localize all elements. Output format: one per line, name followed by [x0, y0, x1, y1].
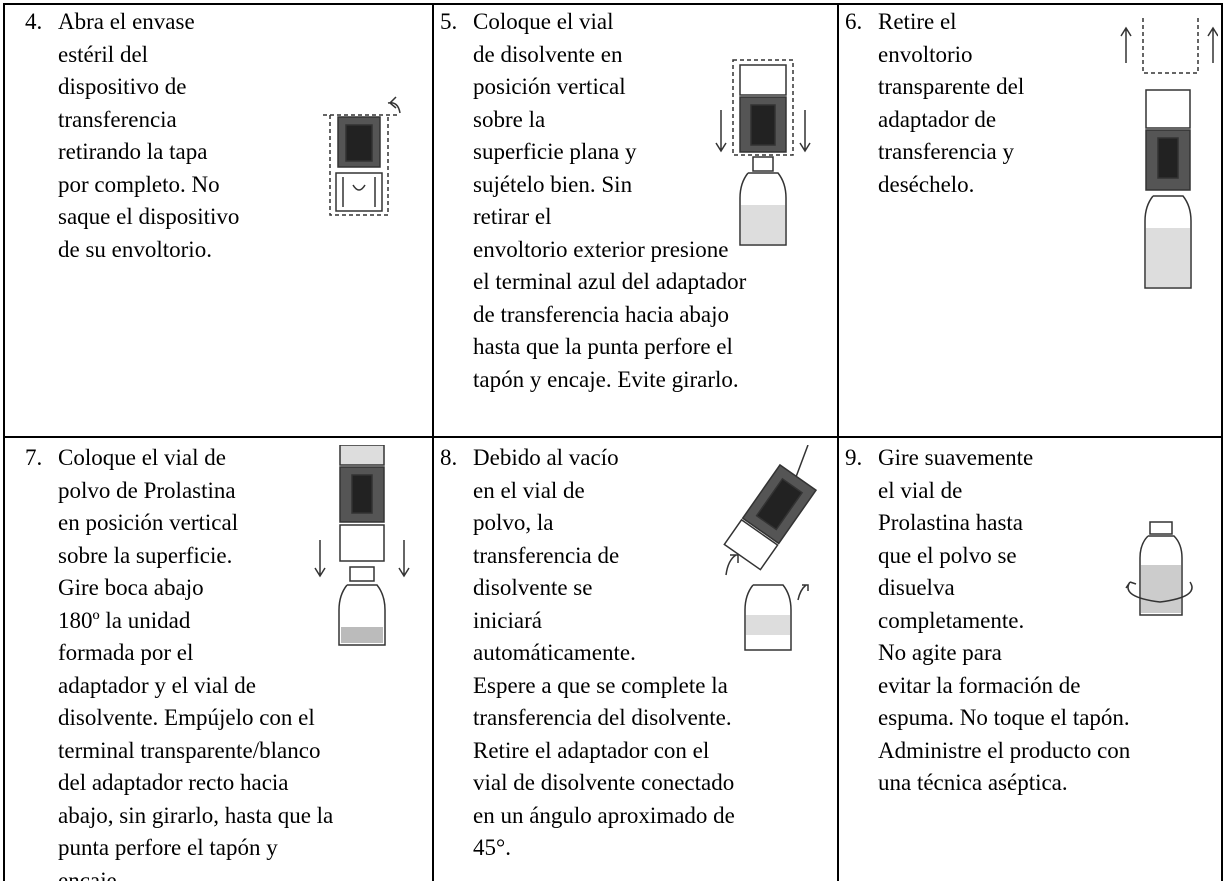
step-text: transferencia del disolvente.	[473, 705, 732, 730]
step-text: de disolvente en	[473, 41, 623, 67]
step-text: de su envoltorio.	[58, 236, 212, 262]
illustration	[314, 445, 410, 646]
step-text: el terminal azul del adaptador	[473, 269, 747, 294]
step-text: Retire el	[878, 9, 957, 34]
step-text: envoltorio exterior presione	[473, 236, 729, 262]
step-text: transferencia y	[878, 139, 1015, 164]
step-number: 8.	[440, 445, 458, 470]
step-text: espuma. No toque el tapón.	[878, 705, 1130, 730]
step-text: polvo, la	[473, 510, 554, 535]
step-text: hasta que la punta perfore el	[473, 334, 733, 359]
illustration	[1120, 18, 1218, 289]
step-text: transparente del	[878, 74, 1025, 99]
step-text: transferencia	[58, 106, 177, 132]
step-text: retirando la tapa	[58, 139, 208, 164]
step-text: automáticamente.	[473, 640, 636, 665]
illustration	[723, 445, 818, 651]
step-text: Prolastina hasta	[878, 510, 1023, 535]
illustration	[323, 96, 401, 216]
step-text: abajo, sin girarlo, hasta que la	[58, 802, 334, 828]
step-text: Espere a que se complete la	[473, 672, 728, 698]
step-text: estéril del	[58, 41, 149, 67]
step-number: 4.	[25, 9, 43, 34]
step-text: sujételo bien. Sin	[473, 171, 633, 197]
step-text: adaptador y el vial de	[58, 672, 256, 698]
step-text: deséchelo.	[878, 171, 975, 197]
step-text: saque el dispositivo	[58, 204, 240, 229]
step-text: terminal transparente/blanco	[58, 737, 321, 763]
step-text: el vial de	[878, 477, 963, 503]
border	[432, 3, 434, 881]
step-text: Abra el envase	[58, 9, 195, 34]
step-text: una técnica aséptica.	[878, 770, 1068, 795]
step-text: disolvente. Empújelo con el	[58, 705, 315, 730]
step-text: formada por el	[58, 640, 194, 665]
border	[1221, 3, 1223, 881]
border	[3, 3, 5, 881]
step-number: 7.	[25, 445, 43, 470]
illustration	[715, 59, 811, 246]
step-text: Gire boca abajo	[58, 575, 204, 600]
step-text: en el vial de	[473, 477, 585, 503]
step-text: de transferencia hacia abajo	[473, 301, 730, 327]
step-number: 5.	[440, 9, 458, 34]
step-number: 9.	[845, 445, 863, 470]
step-text: Retire el adaptador con el	[473, 737, 710, 763]
step-text: del adaptador recto hacia	[58, 770, 289, 795]
step-text: en posición vertical	[58, 510, 239, 535]
step-text: completamente.	[878, 607, 1025, 633]
step-text: Debido al vacío	[473, 445, 619, 470]
step-text: por completo. No	[58, 171, 220, 197]
step-text: transferencia de	[473, 542, 620, 568]
step-text: envoltorio	[878, 41, 973, 67]
step-text: dispositivo de	[58, 74, 187, 99]
border	[837, 3, 839, 881]
border	[3, 3, 1223, 5]
step-number: 6.	[845, 9, 863, 34]
step-text: punta perfore el tapón y	[58, 835, 278, 860]
step-text: que el polvo se	[878, 542, 1017, 568]
step-text: 180º la unidad	[58, 607, 191, 633]
step-text: evitar la formación de	[878, 672, 1081, 698]
step-text: encaje.	[58, 867, 123, 881]
step-text: en un ángulo aproximado de	[473, 802, 735, 828]
step-text: Administre el producto con	[878, 737, 1131, 763]
border	[3, 436, 1223, 438]
step-text: adaptador de	[878, 106, 997, 132]
step-text: 45°.	[473, 835, 511, 860]
illustration	[1125, 521, 1193, 616]
step-text: disolvente se	[473, 575, 593, 600]
step-text: Gire suavemente	[878, 445, 1034, 470]
step-text: iniciará	[473, 607, 542, 633]
step-text: sobre la superficie.	[58, 542, 233, 568]
step-text: superficie plana y	[473, 139, 637, 164]
step-text: posición vertical	[473, 74, 626, 99]
step-text: polvo de Prolastina	[58, 477, 236, 503]
step-text: tapón y encaje. Evite girarlo.	[473, 366, 739, 392]
step-text: retirar el	[473, 204, 552, 229]
step-text: Coloque el vial	[473, 9, 614, 34]
step-text: vial de disolvente conectado	[473, 770, 735, 795]
step-text: No agite para	[878, 640, 1002, 665]
step-text: sobre la	[473, 106, 546, 132]
step-text: Coloque el vial de	[58, 445, 226, 470]
step-text: disuelva	[878, 575, 955, 600]
